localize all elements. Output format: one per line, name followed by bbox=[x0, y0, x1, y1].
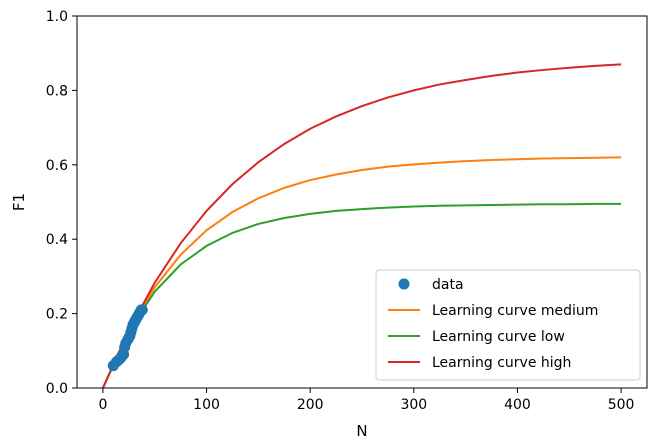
axis-ticks: 0 100 200 300 400 500 0.0 0.2 0.4 0.6 0.8 1.0 bbox=[46, 9, 635, 413]
x-axis-label: N bbox=[356, 422, 367, 440]
x-tick-label: 0 bbox=[98, 397, 107, 413]
y-tick-label: 0.6 bbox=[46, 158, 68, 174]
x-tick-label: 200 bbox=[297, 397, 324, 413]
legend-label-data: data bbox=[432, 277, 464, 293]
legend-label-low: Learning curve low bbox=[432, 329, 565, 345]
axes-frame bbox=[76, 15, 648, 389]
x-tick-label: 100 bbox=[193, 397, 220, 413]
legend-label-medium: Learning curve medium bbox=[432, 303, 598, 319]
legend-label-high: Learning curve high bbox=[432, 355, 571, 371]
legend-box bbox=[375, 269, 641, 381]
y-tick-label: 0.2 bbox=[46, 307, 68, 323]
plot-area bbox=[101, 63, 622, 388]
legend: data Learning curve medium Learning curv… bbox=[375, 269, 641, 381]
data-point bbox=[136, 304, 148, 316]
x-tick-label: 400 bbox=[504, 397, 531, 413]
legend-marker-data bbox=[398, 278, 410, 290]
axes-border bbox=[76, 15, 648, 389]
series-line-0 bbox=[101, 156, 622, 388]
y-tick-label: 0.4 bbox=[46, 232, 68, 248]
series-line-1 bbox=[101, 202, 622, 388]
y-axis-label: F1 bbox=[10, 193, 28, 211]
y-tick-label: 1.0 bbox=[46, 9, 68, 25]
y-tick-label: 0.8 bbox=[46, 83, 68, 99]
x-tick-label: 300 bbox=[400, 397, 427, 413]
x-tick-label: 500 bbox=[608, 397, 635, 413]
series-line-2 bbox=[101, 63, 622, 388]
y-tick-label: 0.0 bbox=[46, 381, 68, 397]
